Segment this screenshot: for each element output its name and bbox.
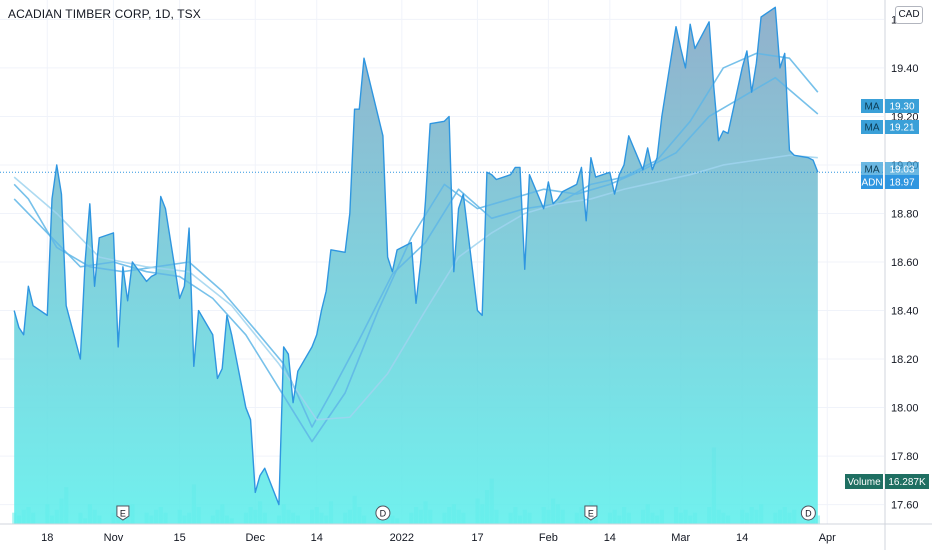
y-tick-label: 19.40 bbox=[891, 63, 919, 75]
x-tick-label: Dec bbox=[245, 532, 265, 544]
dividend-marker[interactable]: D bbox=[375, 505, 391, 521]
y-tick-label: 18.00 bbox=[891, 403, 919, 415]
x-tick-label: 14 bbox=[311, 532, 323, 544]
x-tick-label: Feb bbox=[539, 532, 558, 544]
x-tick-label: 14 bbox=[604, 532, 616, 544]
y-tick-label: 17.60 bbox=[891, 500, 919, 512]
svg-text:MA: MA bbox=[865, 165, 880, 176]
x-tick-label: Nov bbox=[104, 532, 124, 544]
chart-title: ACADIAN TIMBER CORP, 1D, TSX bbox=[8, 7, 201, 21]
svg-text:19.30: 19.30 bbox=[889, 102, 914, 113]
price-tag-ma: MA 19.30 bbox=[861, 99, 919, 113]
moving-average-line-2 bbox=[13, 76, 819, 443]
price-tag-ma: MA 19.03 bbox=[861, 162, 919, 176]
x-tick-label: 15 bbox=[174, 532, 186, 544]
price-area bbox=[14, 7, 818, 524]
x-tick-label: 2022 bbox=[390, 532, 414, 544]
svg-text:MA: MA bbox=[865, 102, 880, 113]
svg-text:18.97: 18.97 bbox=[889, 178, 914, 189]
svg-text:D: D bbox=[380, 509, 387, 519]
x-tick-label: Apr bbox=[819, 532, 836, 544]
price-tag-ma: MA 19.21 bbox=[861, 120, 919, 134]
y-tick-label: 18.80 bbox=[891, 208, 919, 220]
svg-text:16.287K: 16.287K bbox=[888, 477, 926, 488]
price-tags: MA 19.30 MA 19.21 MA 19.03 ADN 18.97 Volume 16.28… bbox=[845, 99, 929, 489]
y-tick-label: 18.40 bbox=[891, 306, 919, 318]
x-tick-label: 14 bbox=[736, 532, 748, 544]
svg-text:MA: MA bbox=[865, 123, 880, 134]
moving-average-line-1 bbox=[13, 52, 819, 428]
volume-tag: Volume 16.287K bbox=[845, 474, 929, 489]
svg-text:19.03: 19.03 bbox=[889, 165, 914, 176]
volume-bar bbox=[815, 515, 821, 524]
svg-text:E: E bbox=[588, 509, 594, 519]
x-tick-label: Mar bbox=[671, 532, 690, 544]
y-tick-label: 17.80 bbox=[891, 451, 919, 463]
y-tick-label: 18.60 bbox=[891, 257, 919, 269]
y-tick-label: 18.20 bbox=[891, 354, 919, 366]
svg-text:D: D bbox=[805, 509, 812, 519]
price-tag-adn: ADN 18.97 bbox=[861, 175, 919, 189]
svg-text:19.21: 19.21 bbox=[889, 123, 914, 134]
svg-text:E: E bbox=[120, 509, 126, 519]
earnings-marker[interactable]: E bbox=[116, 505, 130, 521]
dividend-marker[interactable]: D bbox=[800, 505, 816, 521]
price-line bbox=[0, 6, 884, 506]
price-area-fill bbox=[14, 7, 818, 524]
earnings-marker[interactable]: E bbox=[584, 505, 598, 521]
svg-text:Volume: Volume bbox=[847, 477, 881, 488]
price-line-path bbox=[13, 6, 819, 506]
x-tick-label: 17 bbox=[471, 532, 483, 544]
x-tick-label: 18 bbox=[41, 532, 53, 544]
currency-button[interactable]: CAD bbox=[895, 6, 923, 24]
svg-text:ADN: ADN bbox=[861, 178, 882, 189]
